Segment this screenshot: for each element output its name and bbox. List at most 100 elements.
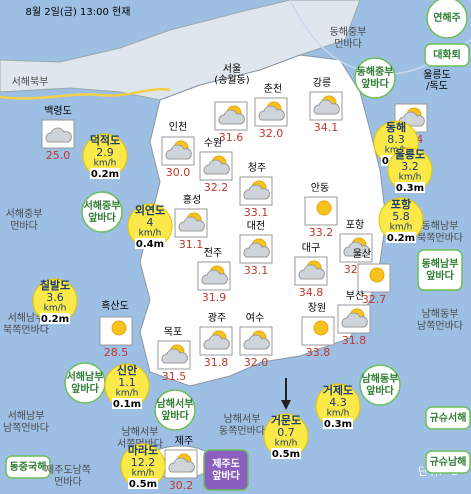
sea-area-label: 남해서부	[122, 425, 159, 438]
city-temp: 32.0	[259, 127, 284, 140]
buoy-unit: km/h	[399, 173, 422, 183]
cloud	[343, 241, 370, 257]
sea-area-label: 앞바다	[161, 409, 189, 422]
cloud	[161, 348, 188, 364]
buoy-name: 울릉도	[395, 148, 425, 161]
sea-area-label: 남쪽먼바다	[3, 422, 49, 434]
cloud	[341, 312, 368, 328]
sea-box	[417, 249, 463, 291]
city-temp: 34.1	[314, 121, 339, 134]
city-temp: 31.1	[179, 238, 204, 251]
sea-area-label: 대화퇴	[433, 48, 461, 61]
buoy-wind: 2.9	[96, 146, 114, 159]
city-name: 백령도	[44, 105, 72, 117]
buoy-unit: km/h	[385, 146, 408, 156]
city-name: 홍성	[183, 193, 201, 206]
sea-area-label: 북쪽먼바다	[417, 232, 463, 244]
city-name: 흑산도	[101, 299, 129, 312]
city-name: 여수	[246, 312, 264, 324]
buoy-unit: km/h	[327, 409, 350, 419]
cloud	[313, 99, 340, 115]
city-name: 강릉	[313, 77, 331, 89]
sea-area-label: 서해중부	[84, 199, 121, 212]
sea-area-label: 동해중부	[330, 25, 367, 38]
cloud	[168, 457, 195, 473]
cloud	[398, 111, 425, 127]
sea-area-label: 서해남부	[8, 311, 45, 324]
city-temp: 25.0	[46, 149, 71, 162]
city-temp: 30.0	[166, 166, 191, 179]
buoy-wave: 0.3m	[324, 419, 352, 430]
wave-box	[128, 478, 158, 489]
cloud	[45, 127, 72, 143]
cloud	[218, 109, 245, 125]
city-name: 춘천	[264, 83, 282, 95]
city-name: 울릉도	[423, 69, 451, 81]
buoy-wave: 0.5m	[129, 479, 157, 490]
city-temp: 31.9	[202, 291, 227, 304]
buoy-name: 동해	[386, 120, 406, 134]
city-name: (송월동)	[214, 74, 250, 86]
south-land	[139, 54, 387, 387]
buoy-unit: km/h	[116, 389, 139, 399]
cloud	[243, 242, 270, 258]
sun	[316, 200, 332, 216]
sea-area-label: 남쪽먼바다	[417, 320, 463, 332]
buoy-name: 포항	[391, 197, 411, 211]
wave-box	[395, 182, 425, 193]
sea-area-label: 앞바다	[88, 211, 116, 224]
buoy-wind: 0.7	[277, 426, 295, 439]
sea-area-label: 서해북부	[12, 75, 49, 88]
buoy-wind: 12.2	[131, 456, 156, 469]
city-temp: 33.2	[309, 226, 334, 239]
buoy-name: 덕적도	[90, 133, 120, 147]
cloud	[258, 105, 285, 121]
city-temp: 30.2	[169, 479, 194, 492]
city-temp: 32.0	[244, 356, 269, 369]
wave-box	[323, 418, 353, 429]
buoy-name: 거문도	[271, 413, 301, 427]
sea-area-label: 제주도	[212, 457, 240, 470]
buoy-wind: 4.3	[329, 396, 347, 409]
buoy-unit: km/h	[275, 439, 298, 449]
city-name: 청주	[248, 162, 266, 174]
sea-area-label: 앞바다	[212, 469, 240, 482]
city-temp: 32.2	[204, 181, 229, 194]
buoy-wave: 0.1m	[113, 399, 141, 410]
sea-area-label: 제주도남쪽	[45, 464, 91, 476]
cloud	[201, 269, 228, 285]
city-temp: 34.8	[299, 286, 324, 299]
city-name: 울산	[353, 248, 371, 260]
buoy-wave: 0.2m	[41, 314, 69, 325]
sea-box	[424, 43, 470, 67]
city-temp: 28.5	[104, 346, 129, 359]
buoy-wind: 1.1	[118, 376, 136, 389]
buoy-name: 외연도	[135, 203, 165, 217]
sea-area-label: 동해남부	[422, 257, 459, 270]
buoy-unit: km/h	[139, 229, 162, 239]
buoy-wave: 0.3m	[396, 183, 424, 194]
cloud	[243, 184, 270, 200]
city-temp: 31.5	[162, 370, 187, 383]
buoy-unit: km/h	[44, 304, 67, 314]
city-temp: 33.1	[244, 264, 269, 277]
sea-area-label: 동해남부	[422, 219, 459, 232]
city-temp: 31.6	[219, 131, 244, 144]
sea-area-label: 서해중부	[6, 207, 43, 220]
city-name: 포항	[346, 219, 364, 231]
buoy-name: 신안	[117, 363, 137, 377]
city-temp: 31.8	[204, 356, 229, 369]
buoy-wind: 8.3	[387, 133, 405, 146]
city-name: /독도	[426, 80, 448, 92]
buoy-wave: 0.5m	[272, 449, 300, 460]
buoy-name: 칠발도	[40, 278, 70, 292]
sea-area-label: 먼바다	[54, 476, 82, 488]
cloud	[178, 216, 205, 232]
sea-area-label: 연해주	[433, 11, 461, 24]
sea-area-label: 앞바다	[71, 382, 99, 395]
buoy-name: 거제도	[323, 383, 353, 397]
sea-area-label: 동중국해	[10, 460, 47, 473]
buoy-unit: km/h	[132, 469, 155, 479]
cloud	[243, 334, 270, 350]
sea-area-label: 동쪽먼바다	[219, 425, 265, 437]
